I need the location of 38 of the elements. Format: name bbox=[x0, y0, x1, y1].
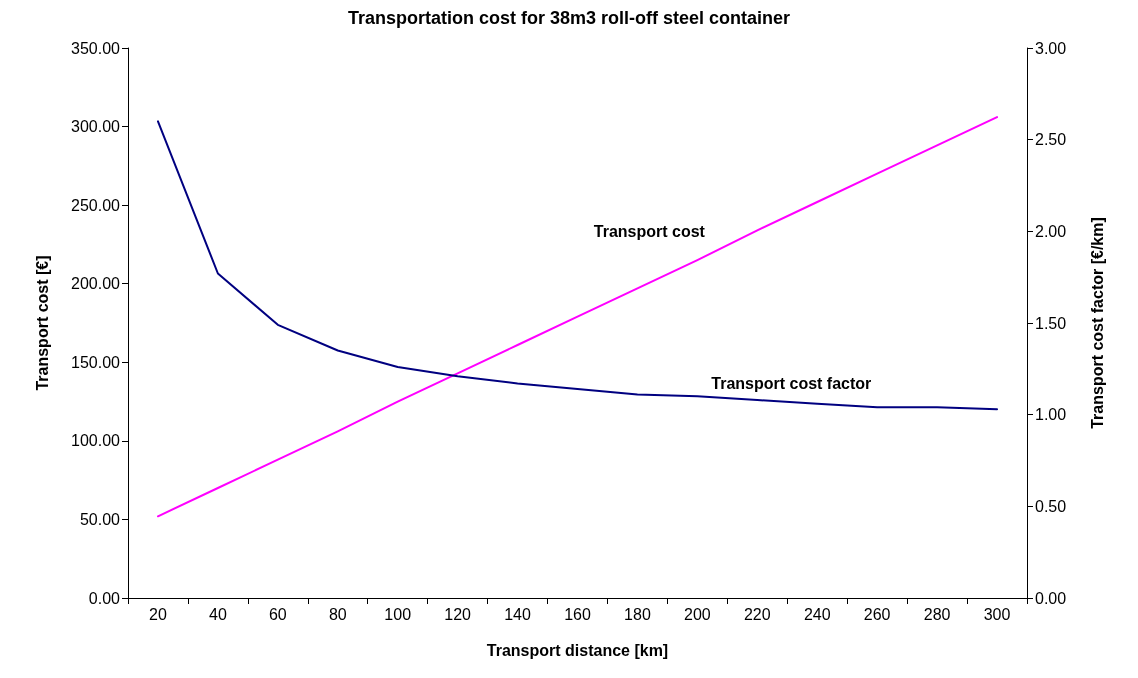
x-tick-label: 100 bbox=[384, 605, 412, 623]
y-tick-label: 350.00 bbox=[71, 39, 121, 57]
x-tick-label: 220 bbox=[743, 605, 771, 623]
x-tick-label: 80 bbox=[328, 605, 347, 623]
y-tick-label: 300.00 bbox=[71, 118, 121, 136]
y-tick-label: 50.00 bbox=[79, 510, 121, 528]
line-series bbox=[156, 116, 999, 518]
y2-tick-label: 3.00 bbox=[1035, 39, 1067, 57]
x-tick-label: 240 bbox=[803, 605, 831, 623]
x-tick-label: 120 bbox=[444, 605, 472, 623]
y-axis-title: Transport cost [€] bbox=[33, 255, 51, 391]
y2-tick-label: 0.00 bbox=[1035, 589, 1067, 607]
x-tick-label: 300 bbox=[983, 605, 1011, 623]
x-tick-label: 60 bbox=[268, 605, 287, 623]
x-tick-label: 200 bbox=[684, 605, 711, 623]
line-series bbox=[156, 120, 999, 411]
y-tick-label: 250.00 bbox=[71, 196, 121, 214]
y2-tick-label: 2.50 bbox=[1035, 131, 1067, 149]
x-tick-label: 20 bbox=[149, 605, 167, 623]
y2-tick-label: 1.50 bbox=[1035, 314, 1067, 332]
y-tick-label: 100.00 bbox=[71, 432, 121, 450]
y2-tick-label: 1.00 bbox=[1035, 406, 1067, 424]
x-tick-label: 160 bbox=[564, 605, 591, 623]
y-tick-label: 0.00 bbox=[88, 589, 121, 607]
series-label: Transport cost bbox=[593, 222, 706, 240]
y2-tick-label: 2.00 bbox=[1035, 222, 1067, 240]
y-tick-label: 150.00 bbox=[71, 353, 121, 371]
chart-title: Transportation cost for 38m3 roll-off steel container bbox=[347, 8, 791, 28]
x-tick-label: 260 bbox=[863, 605, 891, 623]
x-tick-label: 140 bbox=[504, 605, 532, 623]
x-tick-label: 40 bbox=[209, 605, 227, 623]
y2-tick-label: 0.50 bbox=[1035, 497, 1067, 515]
series-label: Transport cost factor bbox=[711, 374, 872, 392]
y-tick-label: 200.00 bbox=[71, 275, 121, 293]
x-tick-label: 180 bbox=[624, 605, 651, 623]
x-tick-label: 280 bbox=[923, 605, 951, 623]
x-axis-title: Transport distance [km] bbox=[486, 641, 669, 659]
y2-axis-title: Transport cost factor [€/km] bbox=[1088, 217, 1106, 429]
